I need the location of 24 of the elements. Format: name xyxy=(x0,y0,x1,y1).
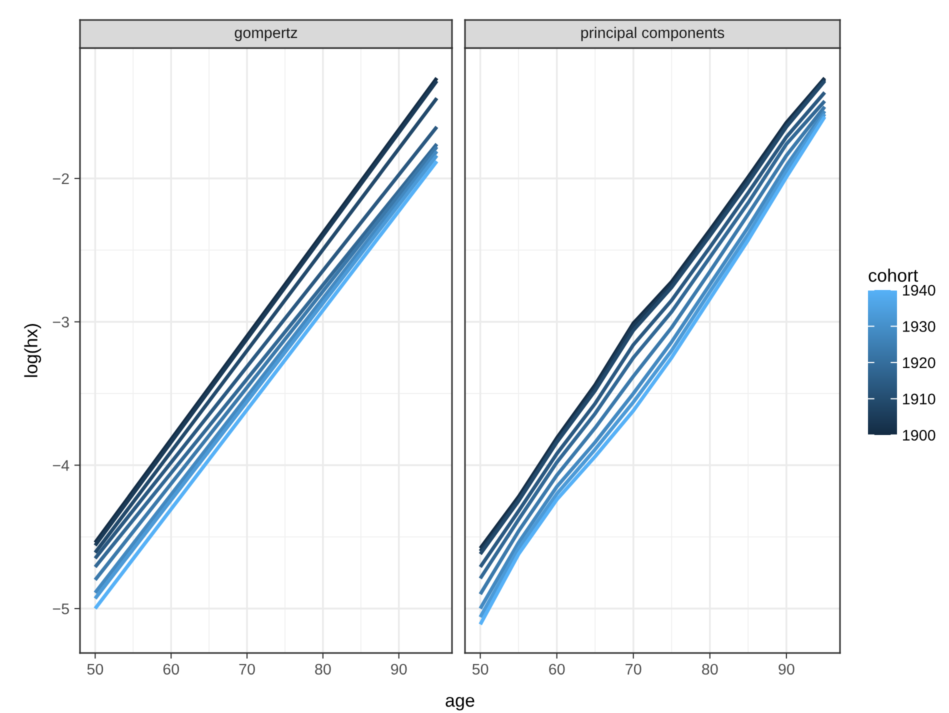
x-tick-label: 90 xyxy=(391,664,407,675)
color-bar-label: 1920 xyxy=(903,357,936,368)
y-tick-label: −4 xyxy=(52,460,70,471)
y-tick-label: −5 xyxy=(52,604,69,614)
chart-title: principal components xyxy=(581,26,724,42)
color-bar-label: 1900 xyxy=(903,430,936,441)
x-tick-label: 70 xyxy=(626,664,642,675)
x-axis-title: age xyxy=(446,696,474,710)
y-tick-label: −3 xyxy=(52,316,69,328)
color-bar-label: 1940 xyxy=(903,284,936,296)
x-tick-label: 80 xyxy=(702,664,718,675)
x-tick-label: 60 xyxy=(549,664,565,675)
x-tick-label: 60 xyxy=(163,664,179,675)
y-axis-title: log(hx) xyxy=(24,324,42,377)
x-tick-label: 50 xyxy=(472,664,488,675)
x-tick-label: 70 xyxy=(239,664,255,675)
color-bar-title: cohort xyxy=(868,268,918,282)
x-tick-label: 90 xyxy=(778,664,794,675)
chart-title: gompertz xyxy=(234,28,298,42)
y-tick-label: −2 xyxy=(52,173,69,184)
color-bar-label: 1930 xyxy=(903,321,936,332)
x-tick-label: 80 xyxy=(315,664,331,675)
x-tick-label: 50 xyxy=(87,664,104,675)
color-bar-label: 1910 xyxy=(903,394,936,404)
